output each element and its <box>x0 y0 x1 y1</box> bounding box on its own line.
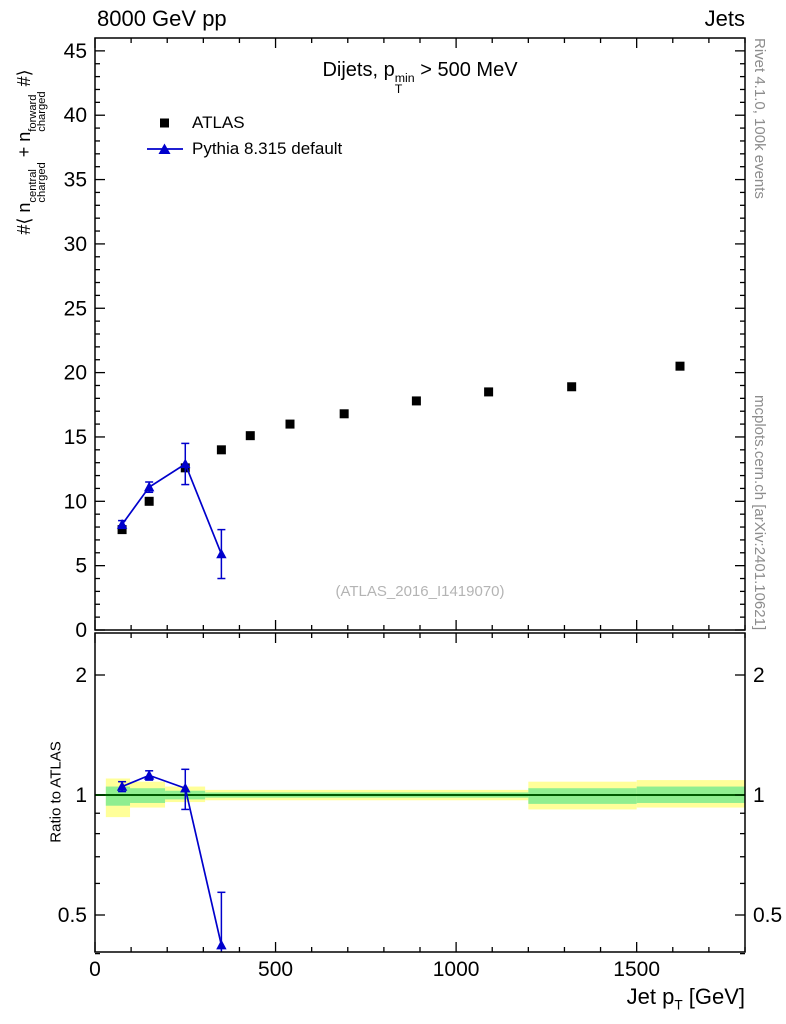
ylabel-mid: + n <box>14 131 35 163</box>
svg-text:0.5: 0.5 <box>58 904 87 927</box>
plot-title-sup: min <box>394 71 415 86</box>
main-y-axis-label: #⟨ n central charged + n forward charged #⟩ <box>14 69 48 234</box>
ylabel-sub1: charged <box>36 162 49 203</box>
analysis-id-watermark: (ATLAS_2016_I1419070) <box>335 583 505 600</box>
triangle-line-marker-icon <box>147 143 183 154</box>
svg-text:10: 10 <box>64 490 87 513</box>
svg-text:2: 2 <box>75 664 87 687</box>
square-marker-icon <box>160 118 169 128</box>
legend-label-pythia: Pythia 8.315 default <box>192 139 343 158</box>
plot-title-post: > 500 MeV <box>414 59 518 81</box>
ratio-series <box>116 768 227 952</box>
legend-label-atlas: ATLAS <box>192 113 245 132</box>
ylabel-post: #⟩ <box>14 69 35 92</box>
legend-item-atlas: ATLAS <box>146 110 342 136</box>
plot-title-pre: Dijets, p <box>322 59 395 81</box>
svg-text:1: 1 <box>753 784 765 807</box>
svg-text:0: 0 <box>89 958 101 981</box>
analysis-group-label: Jets <box>704 6 745 31</box>
svg-text:45: 45 <box>64 40 87 63</box>
plot-title-subsup: min T <box>394 71 415 96</box>
ylabel-pre: #⟨ n <box>14 202 35 235</box>
svg-text:500: 500 <box>258 958 293 981</box>
x-axis-label: Jet pT [GeV] <box>627 984 745 1012</box>
xlabel-post: [GeV] <box>682 984 745 1009</box>
plot-title-sub: T <box>394 81 403 96</box>
xlabel-sub: T <box>674 997 683 1013</box>
svg-text:1: 1 <box>75 784 87 807</box>
svg-text:40: 40 <box>64 104 87 127</box>
svg-text:2: 2 <box>753 664 765 687</box>
legend-item-pythia: Pythia 8.315 default <box>146 136 342 162</box>
svg-text:1500: 1500 <box>613 958 660 981</box>
main-series <box>116 361 685 580</box>
rivet-version-note: Rivet 4.1.0, 100k events <box>751 38 768 199</box>
svg-text:35: 35 <box>64 169 87 192</box>
svg-text:20: 20 <box>64 362 87 385</box>
svg-text:1000: 1000 <box>433 958 480 981</box>
svg-text:0: 0 <box>75 619 87 642</box>
mcplots-arxiv-note: mcplots.cern.ch [arXiv:2401.10621] <box>751 394 768 630</box>
svg-text:30: 30 <box>64 233 87 256</box>
svg-text:15: 15 <box>64 426 87 449</box>
ratio-y-axis-label: Ratio to ATLAS <box>47 741 65 843</box>
ylabel-stack-2: forward charged <box>27 91 49 132</box>
plot-title: Dijets, p min T > 500 MeV <box>95 59 745 96</box>
xlabel-pre: Jet p <box>626 984 675 1009</box>
svg-text:0.5: 0.5 <box>753 904 782 927</box>
ylabel-sub2: charged <box>36 91 49 132</box>
svg-text:5: 5 <box>75 555 87 578</box>
axis-ticks <box>94 38 746 955</box>
legend: ATLAS Pythia 8.315 default <box>146 110 342 162</box>
ylabel-stack-1: central charged <box>27 162 49 203</box>
ratio-uncertainty-bands <box>95 778 745 818</box>
beam-energy-label: 8000 GeV pp <box>97 6 227 31</box>
svg-text:25: 25 <box>64 297 87 320</box>
